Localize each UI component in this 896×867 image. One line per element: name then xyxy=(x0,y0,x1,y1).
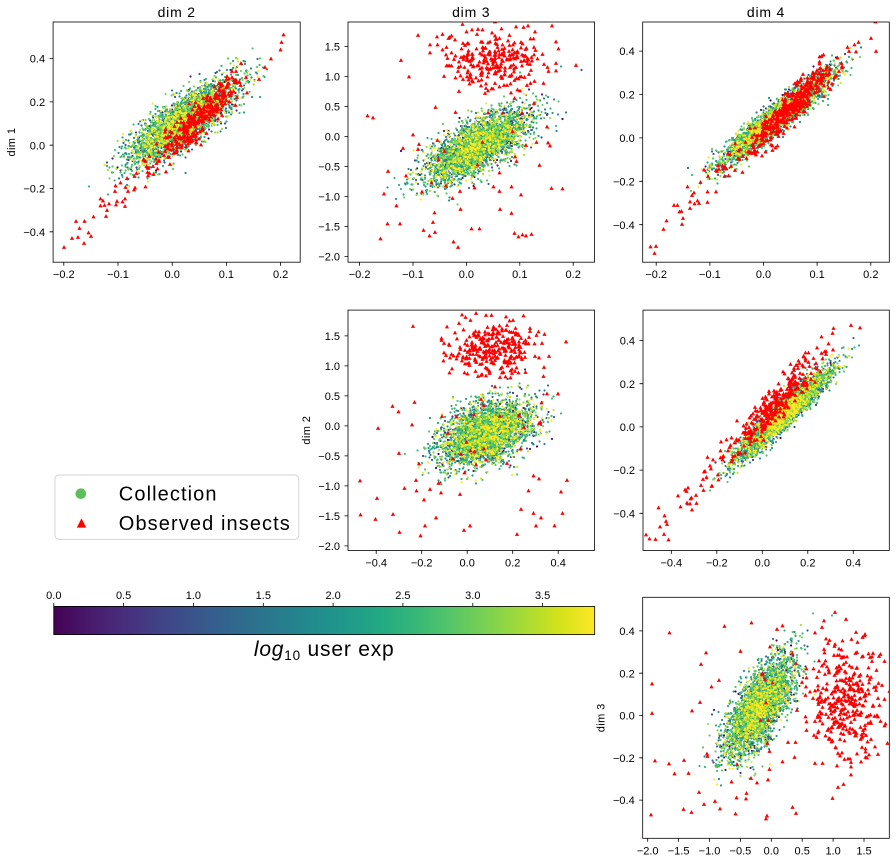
svg-text:−2.0: −2.0 xyxy=(318,252,340,264)
svg-text:0.0: 0.0 xyxy=(46,590,61,602)
svg-text:−0.4: −0.4 xyxy=(613,795,635,807)
svg-text:0.4: 0.4 xyxy=(620,336,635,348)
svg-text:1.5: 1.5 xyxy=(856,845,871,857)
svg-text:−0.2: −0.2 xyxy=(645,269,667,281)
svg-text:dim 1: dim 1 xyxy=(6,128,18,157)
svg-text:dim 2: dim 2 xyxy=(158,4,196,20)
svg-text:0.0: 0.0 xyxy=(165,269,180,281)
svg-text:0.5: 0.5 xyxy=(325,391,340,403)
svg-text:0.4: 0.4 xyxy=(846,557,861,569)
svg-text:−0.4: −0.4 xyxy=(660,557,682,569)
svg-text:0.2: 0.2 xyxy=(863,269,878,281)
svg-text:−0.2: −0.2 xyxy=(613,176,635,188)
svg-text:1.0: 1.0 xyxy=(325,72,340,84)
svg-text:0.4: 0.4 xyxy=(551,557,566,569)
svg-text:0.0: 0.0 xyxy=(325,132,340,144)
svg-text:−0.2: −0.2 xyxy=(53,269,75,281)
svg-text:0.2: 0.2 xyxy=(566,269,581,281)
svg-text:0.0: 0.0 xyxy=(619,711,634,723)
svg-text:0.2: 0.2 xyxy=(620,379,635,391)
svg-text:3.0: 3.0 xyxy=(465,590,480,602)
svg-text:0.0: 0.0 xyxy=(459,269,474,281)
svg-text:dim 2: dim 2 xyxy=(301,416,313,445)
svg-text:−0.2: −0.2 xyxy=(23,184,45,196)
svg-text:0.4: 0.4 xyxy=(619,626,634,638)
svg-text:0.5: 0.5 xyxy=(795,845,810,857)
svg-text:0.2: 0.2 xyxy=(505,557,520,569)
svg-text:−0.4: −0.4 xyxy=(23,227,45,239)
svg-text:0.0: 0.0 xyxy=(30,140,45,152)
svg-text:0.1: 0.1 xyxy=(512,269,527,281)
svg-text:1.0: 1.0 xyxy=(186,590,201,602)
svg-text:1.5: 1.5 xyxy=(325,42,340,54)
svg-text:0.2: 0.2 xyxy=(619,90,634,102)
svg-text:0.2: 0.2 xyxy=(30,97,45,109)
svg-text:log10 user exp: log10 user exp xyxy=(254,638,395,663)
svg-text:dim 4: dim 4 xyxy=(747,4,785,20)
svg-text:0.4: 0.4 xyxy=(30,54,45,66)
svg-text:−0.2: −0.2 xyxy=(349,269,371,281)
svg-text:1.5: 1.5 xyxy=(256,590,271,602)
svg-text:0.0: 0.0 xyxy=(756,269,771,281)
svg-text:3.5: 3.5 xyxy=(535,590,550,602)
svg-text:−1.5: −1.5 xyxy=(668,845,690,857)
svg-text:0.0: 0.0 xyxy=(619,133,634,145)
svg-text:−1.0: −1.0 xyxy=(318,192,340,204)
svg-text:Observed insects: Observed insects xyxy=(119,513,291,535)
svg-text:−1.5: −1.5 xyxy=(318,511,340,523)
svg-text:−0.2: −0.2 xyxy=(706,557,728,569)
svg-text:−0.1: −0.1 xyxy=(107,269,129,281)
svg-text:0.2: 0.2 xyxy=(273,269,288,281)
svg-text:−0.2: −0.2 xyxy=(613,753,635,765)
svg-text:0.5: 0.5 xyxy=(116,590,131,602)
svg-text:0.0: 0.0 xyxy=(460,557,475,569)
svg-text:−0.4: −0.4 xyxy=(613,220,635,232)
svg-text:−0.4: −0.4 xyxy=(613,508,635,520)
svg-text:2.0: 2.0 xyxy=(325,590,340,602)
svg-text:0.1: 0.1 xyxy=(219,269,234,281)
svg-text:2.5: 2.5 xyxy=(395,590,410,602)
svg-text:−0.5: −0.5 xyxy=(318,451,340,463)
svg-text:1.5: 1.5 xyxy=(325,331,340,343)
svg-text:−1.5: −1.5 xyxy=(318,222,340,234)
svg-text:0.0: 0.0 xyxy=(325,421,340,433)
svg-text:−0.2: −0.2 xyxy=(411,557,433,569)
svg-text:−2.0: −2.0 xyxy=(318,541,340,553)
svg-text:−1.0: −1.0 xyxy=(699,845,721,857)
svg-text:−2.0: −2.0 xyxy=(637,845,659,857)
svg-text:0.0: 0.0 xyxy=(755,557,770,569)
svg-text:0.1: 0.1 xyxy=(809,269,824,281)
svg-text:−0.5: −0.5 xyxy=(730,845,752,857)
svg-text:−0.1: −0.1 xyxy=(699,269,721,281)
svg-text:1.0: 1.0 xyxy=(325,361,340,373)
svg-text:Collection: Collection xyxy=(119,484,218,506)
svg-text:−0.5: −0.5 xyxy=(318,162,340,174)
svg-text:0.5: 0.5 xyxy=(325,102,340,114)
svg-text:−1.0: −1.0 xyxy=(318,481,340,493)
svg-text:0.2: 0.2 xyxy=(800,557,815,569)
svg-text:−0.4: −0.4 xyxy=(365,557,387,569)
svg-text:−0.1: −0.1 xyxy=(402,269,424,281)
svg-text:dim 3: dim 3 xyxy=(452,4,490,20)
svg-text:0.0: 0.0 xyxy=(620,422,635,434)
svg-text:0.2: 0.2 xyxy=(619,668,634,680)
svg-text:0.4: 0.4 xyxy=(619,46,634,58)
svg-text:0.0: 0.0 xyxy=(764,845,779,857)
svg-text:1.0: 1.0 xyxy=(825,845,840,857)
svg-text:−0.2: −0.2 xyxy=(613,465,635,477)
svg-text:dim 3: dim 3 xyxy=(596,703,608,732)
